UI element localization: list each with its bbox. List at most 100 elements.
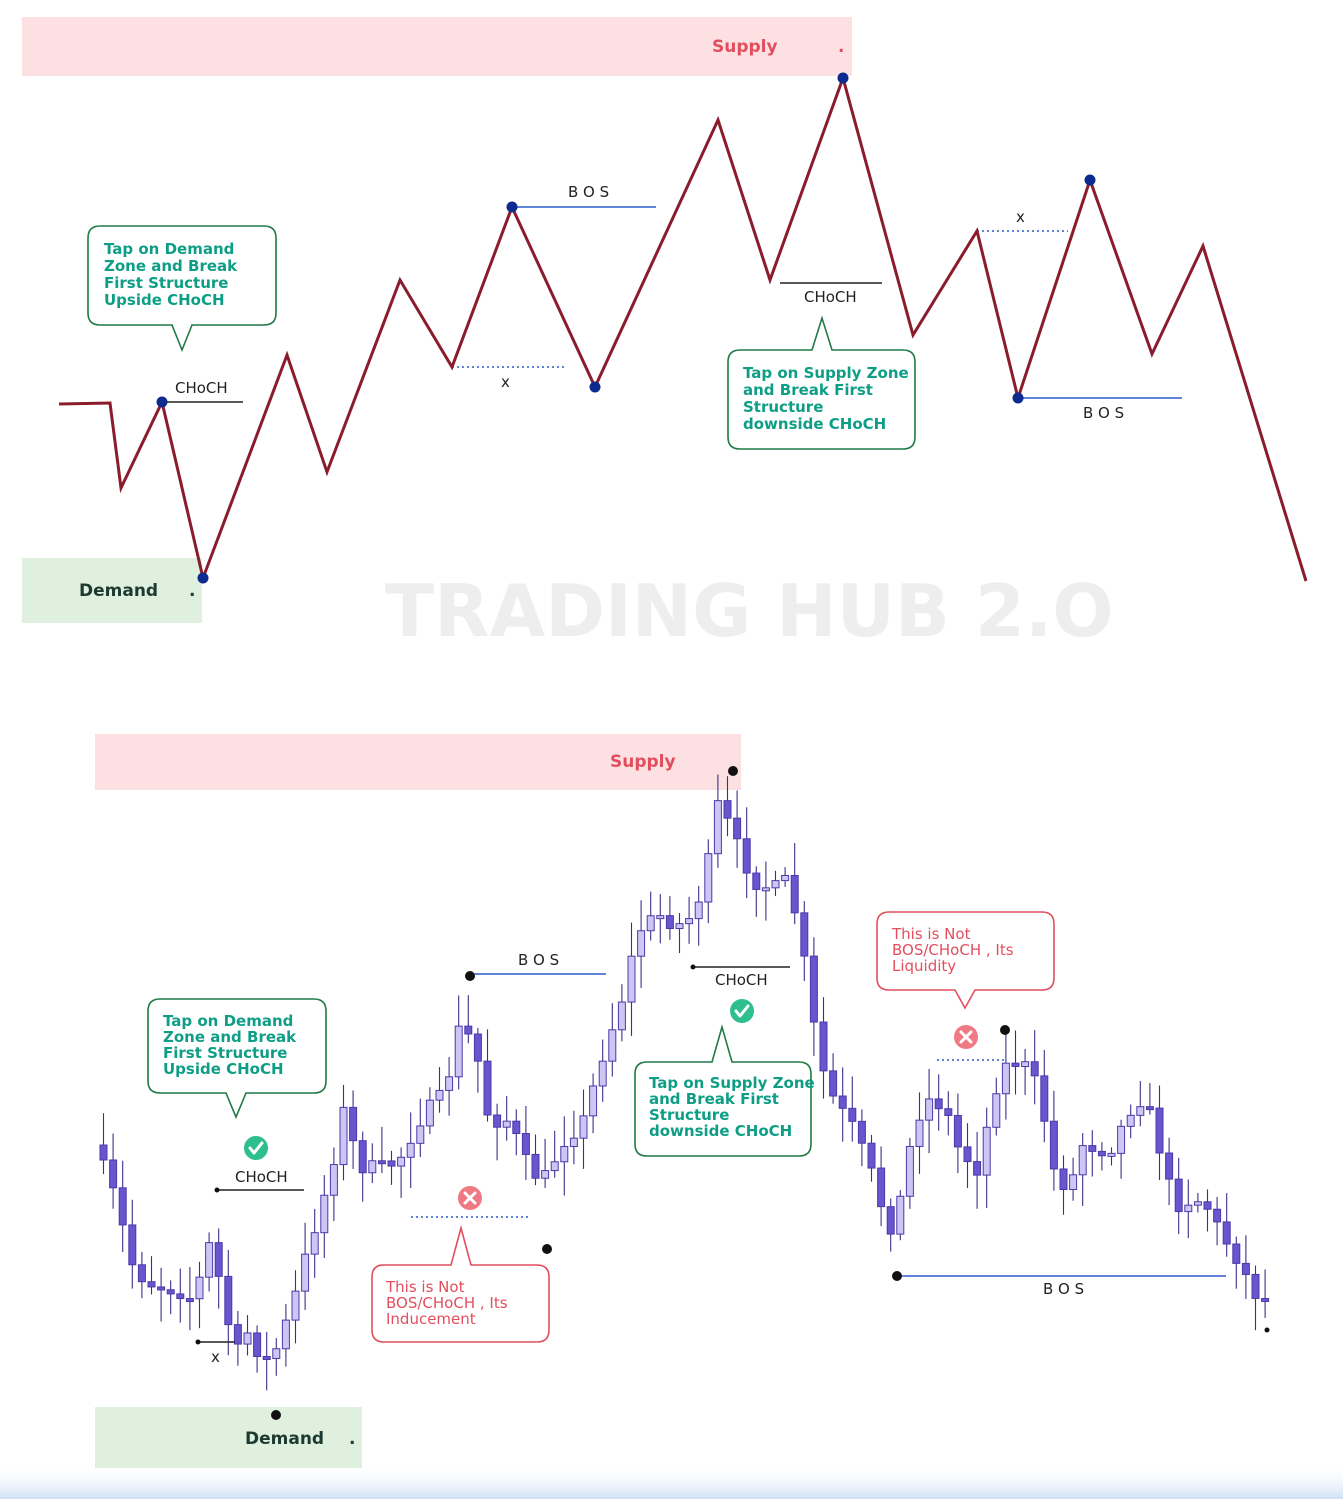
candle-bearish <box>521 1133 530 1155</box>
top-bos-label-first: B O S <box>568 183 609 201</box>
candle-bullish <box>905 1145 914 1197</box>
candle-bearish <box>176 1293 185 1300</box>
candle-bearish <box>752 872 761 890</box>
candle-bearish <box>358 1140 367 1174</box>
candle-bearish <box>147 1281 156 1288</box>
candle-bullish <box>704 853 713 903</box>
candle-bullish <box>925 1098 934 1121</box>
watermark: TRADING HUB 2.O <box>385 569 1114 653</box>
candle-bullish <box>713 800 722 855</box>
swing-dot <box>1012 392 1024 404</box>
cross-icon <box>458 1186 482 1210</box>
candle-bullish <box>291 1290 300 1321</box>
swing-point <box>892 1271 902 1281</box>
candle-bearish <box>185 1298 194 1303</box>
candle-bearish <box>128 1224 137 1266</box>
candle-bearish <box>473 1033 482 1062</box>
candle-bearish <box>886 1206 895 1235</box>
callout-line: Inducement <box>386 1310 476 1328</box>
candle-bearish <box>867 1142 876 1169</box>
callout-line: First Structure <box>163 1044 287 1062</box>
candle-bullish <box>675 923 684 930</box>
candle-bullish <box>406 1142 415 1158</box>
candle-bullish <box>761 887 770 892</box>
callout-line: Liquidity <box>892 957 956 975</box>
candle-bullish <box>445 1076 454 1091</box>
candle-bullish <box>1117 1125 1126 1154</box>
candle-bullish <box>320 1194 329 1234</box>
candle-bullish <box>281 1319 290 1350</box>
candle-bearish <box>800 912 809 957</box>
top-supply-callout: Tap on Supply Zone and Break First Struc… <box>727 315 916 450</box>
top-bos-label-second: B O S <box>1083 404 1124 422</box>
bottom-demand-label: Demand <box>245 1429 324 1449</box>
candle-bearish <box>1165 1152 1174 1180</box>
candle-bearish <box>1155 1107 1164 1154</box>
swing-point <box>542 1244 552 1254</box>
candle-bearish <box>838 1095 847 1109</box>
top-choch-up-label: CHoCH <box>175 379 228 397</box>
candle-bullish <box>608 1029 617 1062</box>
top-supply-zone <box>22 17 852 76</box>
candle-bullish <box>915 1119 924 1147</box>
candle-bearish <box>349 1106 358 1142</box>
candle-bearish <box>742 838 751 874</box>
candle-bearish <box>253 1332 262 1357</box>
candle-bullish <box>1126 1114 1135 1127</box>
candle-bearish <box>819 1021 828 1072</box>
bottom-demand-zone <box>95 1407 362 1468</box>
swing-point <box>1000 1025 1010 1035</box>
swing-point <box>690 964 696 970</box>
check-icon <box>244 1136 268 1160</box>
swing-dot <box>506 201 518 213</box>
bottom-bos-label-first: B O S <box>518 951 559 969</box>
candle-bullish <box>992 1093 1001 1128</box>
candle-bearish <box>1203 1201 1212 1210</box>
candle-bearish <box>1049 1120 1058 1170</box>
candle-bullish <box>896 1195 905 1235</box>
candle-bearish <box>1174 1178 1183 1213</box>
top-x-label-first: x <box>501 373 510 391</box>
cross-icon <box>954 1025 978 1049</box>
candle-bearish <box>137 1264 146 1283</box>
candle-bearish <box>953 1114 962 1148</box>
candle-bearish <box>224 1275 233 1326</box>
candle-bullish <box>646 915 655 932</box>
candle-bearish <box>483 1060 492 1116</box>
swing-point <box>728 766 738 776</box>
swing-point <box>195 1339 201 1345</box>
candle-bearish <box>723 800 732 819</box>
callout-line: downside CHoCH <box>743 415 886 433</box>
candle-bullish <box>579 1115 588 1139</box>
candle-bearish <box>1040 1075 1049 1122</box>
bottom-supply-zone <box>95 734 741 790</box>
callout-line: Tap on Supply Zone <box>743 364 909 382</box>
candle-bearish <box>1097 1150 1106 1157</box>
candle-bearish <box>877 1167 886 1208</box>
bottom-glow <box>0 1465 1343 1499</box>
candle-bearish <box>109 1159 118 1189</box>
candle-bullish <box>1136 1106 1145 1116</box>
candle-bullish <box>243 1332 252 1345</box>
candle-bullish <box>1078 1145 1087 1176</box>
callout-line: Structure <box>649 1106 729 1124</box>
candle-bullish <box>685 918 694 925</box>
candle-bearish <box>829 1070 838 1097</box>
callout-line: BOS/CHoCH , Its <box>386 1294 508 1312</box>
candle-bullish <box>627 955 636 1003</box>
callout-line: This is Not <box>891 925 971 943</box>
bottom-supply-label: Supply <box>610 752 676 772</box>
candle-bearish <box>857 1120 866 1144</box>
candle-bearish <box>809 955 818 1023</box>
candle-bullish <box>1184 1204 1193 1213</box>
bottom-demand-callout: Tap on Demand Zone and Break First Struc… <box>147 998 327 1120</box>
top-diagram: Supply . Demand . TRADING HUB 2.O CHoCH … <box>22 17 1308 653</box>
bottom-choch-up-label: CHoCH <box>235 1168 288 1186</box>
candle-bullish <box>339 1106 348 1166</box>
candle-bearish <box>1213 1208 1222 1223</box>
candle-bearish <box>1145 1106 1154 1111</box>
candle-bullish <box>425 1099 434 1127</box>
candle-bullish <box>550 1161 559 1172</box>
candle-bullish <box>272 1348 281 1359</box>
